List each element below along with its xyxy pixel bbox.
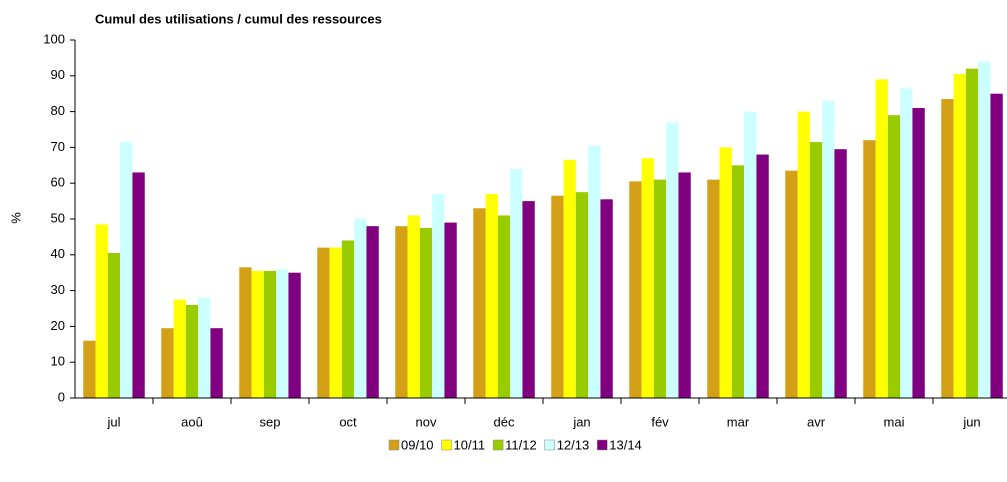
legend-swatch [492, 439, 504, 451]
bar [317, 247, 330, 398]
bar [276, 269, 289, 398]
bar [965, 68, 979, 398]
bar [666, 122, 679, 398]
chart-title: Cumul des utilisations / cumul des resso… [95, 11, 382, 26]
bar [198, 297, 211, 398]
x-tick-label: mar [727, 414, 750, 429]
bar [707, 179, 720, 398]
bar [756, 154, 769, 398]
y-tick-label: 60 [51, 175, 65, 190]
legend-label: 12/13 [557, 437, 590, 452]
bar [978, 61, 991, 398]
x-tick-label: avr [807, 414, 826, 429]
bar [132, 172, 145, 398]
bar [641, 158, 654, 398]
x-tick-label: sep [260, 414, 281, 429]
bar [341, 240, 355, 398]
bar [395, 226, 408, 398]
x-tick-label: oct [339, 414, 357, 429]
y-tick-label: 10 [51, 354, 65, 369]
bar [563, 159, 576, 398]
bar [887, 115, 901, 399]
bar [990, 93, 1003, 398]
bar [575, 192, 589, 398]
bar [744, 111, 757, 398]
bar [173, 299, 186, 398]
bar [432, 193, 445, 398]
bar [210, 328, 223, 398]
bar [912, 108, 925, 399]
legend-label: 13/14 [609, 437, 642, 452]
x-tick-label: fév [651, 414, 669, 429]
bar [822, 100, 835, 399]
bar [653, 179, 667, 398]
x-tick-label: jan [572, 414, 590, 429]
bar [263, 270, 277, 398]
bar [510, 168, 523, 398]
bar [120, 142, 133, 398]
x-tick-label: déc [494, 414, 515, 429]
legend-swatch [597, 439, 608, 451]
bar [629, 181, 642, 398]
bar [588, 145, 601, 398]
y-tick-label: 20 [51, 318, 65, 333]
bar [834, 149, 847, 398]
x-tick-label: aoû [181, 414, 203, 429]
bar [95, 224, 108, 398]
legend-label: 10/11 [454, 437, 486, 452]
bar [522, 201, 535, 398]
bar [797, 111, 810, 398]
bar [809, 142, 823, 398]
bar [953, 74, 966, 398]
x-tick-label: jul [106, 414, 120, 429]
bar [678, 172, 691, 398]
y-tick-label: 100 [43, 31, 65, 46]
y-tick-label: 90 [51, 67, 65, 82]
bar [419, 227, 433, 398]
bar [785, 170, 798, 398]
bar [551, 195, 564, 398]
y-tick-label: 0 [58, 389, 65, 404]
bar [366, 226, 379, 398]
legend-swatch [441, 439, 452, 451]
y-tick-label: 30 [51, 282, 65, 297]
y-axis-label: % [8, 212, 23, 224]
bar [239, 267, 252, 398]
bar [288, 272, 301, 398]
bar [161, 328, 174, 398]
bar [329, 247, 342, 398]
bar [107, 253, 121, 398]
y-tick-label: 70 [51, 139, 65, 154]
bar [875, 79, 888, 398]
bar [473, 208, 486, 398]
x-tick-label: mai [884, 414, 905, 429]
legend-label: 09/10 [401, 437, 434, 452]
bar [185, 304, 199, 398]
bar [600, 199, 613, 398]
y-tick-label: 50 [51, 210, 65, 225]
bar [900, 88, 913, 398]
bar [497, 215, 511, 398]
bar [444, 222, 457, 398]
bar [83, 340, 96, 398]
bar [731, 165, 745, 398]
x-tick-label: nov [416, 414, 437, 429]
bar [863, 140, 876, 399]
legend-label: 11/12 [505, 437, 537, 452]
y-tick-label: 40 [51, 246, 65, 261]
bar [485, 193, 498, 398]
bar [719, 147, 732, 398]
legend-swatch [388, 439, 400, 451]
bar [251, 270, 264, 398]
legend-swatch [544, 439, 555, 451]
bar [354, 219, 367, 398]
bar [407, 215, 420, 398]
x-tick-label: jun [962, 414, 980, 429]
y-tick-label: 80 [51, 103, 65, 118]
bar [941, 99, 954, 398]
